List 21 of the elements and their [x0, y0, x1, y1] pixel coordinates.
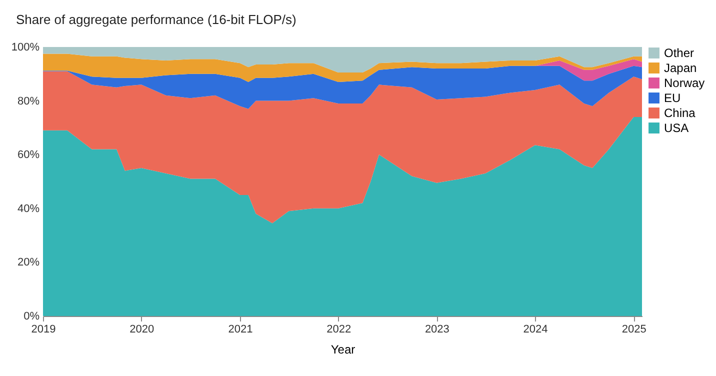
legend-label: Japan	[664, 61, 697, 75]
y-tick-label: 80%	[17, 95, 40, 108]
legend-label: Other	[664, 46, 694, 60]
x-tick-label: 2019	[31, 324, 56, 336]
legend-label: USA	[664, 121, 689, 135]
y-tick-label: 20%	[17, 256, 40, 269]
x-tick-label: 2021	[228, 324, 253, 336]
x-tick-label: 2022	[326, 324, 352, 336]
y-tick-label: 100%	[11, 42, 40, 54]
chart-title: Share of aggregate performance (16-bit FLOP/s)	[16, 12, 296, 27]
x-tick-label: 2025	[622, 324, 646, 336]
legend-label: China	[664, 106, 696, 120]
x-tick-label: 2023	[424, 324, 450, 336]
y-tick-label: 40%	[17, 202, 40, 215]
x-tick-label: 2024	[523, 324, 548, 336]
legend-label: Norway	[664, 76, 705, 90]
x-tick-label: 2020	[130, 324, 154, 336]
legend-label: EU	[664, 91, 681, 105]
y-tick-label: 60%	[17, 149, 40, 162]
x-axis-title: Year	[330, 342, 356, 356]
y-tick-label: 0%	[24, 310, 40, 322]
